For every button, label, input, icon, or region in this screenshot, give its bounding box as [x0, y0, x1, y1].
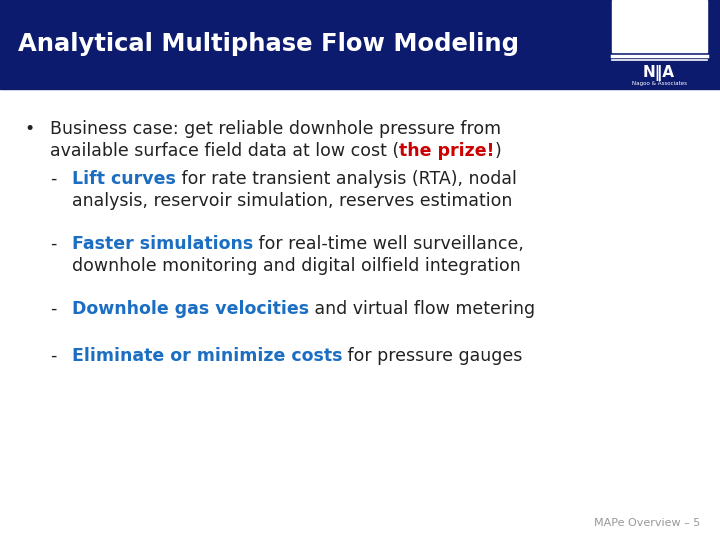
Text: the prize!: the prize!: [399, 142, 495, 160]
Text: for real-time well surveillance,: for real-time well surveillance,: [253, 235, 524, 253]
Text: -: -: [50, 235, 56, 253]
Text: analysis, reservoir simulation, reserves estimation: analysis, reservoir simulation, reserves…: [72, 192, 513, 210]
Text: -: -: [50, 347, 56, 365]
Text: MAPe Overview – 5: MAPe Overview – 5: [594, 518, 700, 528]
Bar: [0, 0, 720, 89]
Bar: [612, 0, 707, 52]
Text: and virtual flow metering: and virtual flow metering: [309, 300, 535, 318]
Text: -: -: [50, 170, 56, 188]
Text: ): ): [495, 142, 501, 160]
Text: Analytical Multiphase Flow Modeling: Analytical Multiphase Flow Modeling: [18, 32, 519, 57]
Text: available surface field data at low cost (: available surface field data at low cost…: [50, 142, 399, 160]
Text: downhole monitoring and digital oilfield integration: downhole monitoring and digital oilfield…: [72, 257, 521, 275]
Text: •: •: [24, 120, 35, 138]
Text: Eliminate or minimize costs: Eliminate or minimize costs: [72, 347, 343, 365]
Text: Downhole gas velocities: Downhole gas velocities: [72, 300, 309, 318]
Text: Faster simulations: Faster simulations: [72, 235, 253, 253]
Text: for pressure gauges: for pressure gauges: [343, 347, 523, 365]
Text: Business case: get reliable downhole pressure from: Business case: get reliable downhole pre…: [50, 120, 501, 138]
Text: Nagoo & Associates: Nagoo & Associates: [631, 82, 686, 86]
Text: N‖A: N‖A: [643, 65, 675, 81]
Text: -: -: [50, 300, 56, 318]
Text: Lift curves: Lift curves: [72, 170, 176, 188]
Text: for rate transient analysis (RTA), nodal: for rate transient analysis (RTA), nodal: [176, 170, 517, 188]
